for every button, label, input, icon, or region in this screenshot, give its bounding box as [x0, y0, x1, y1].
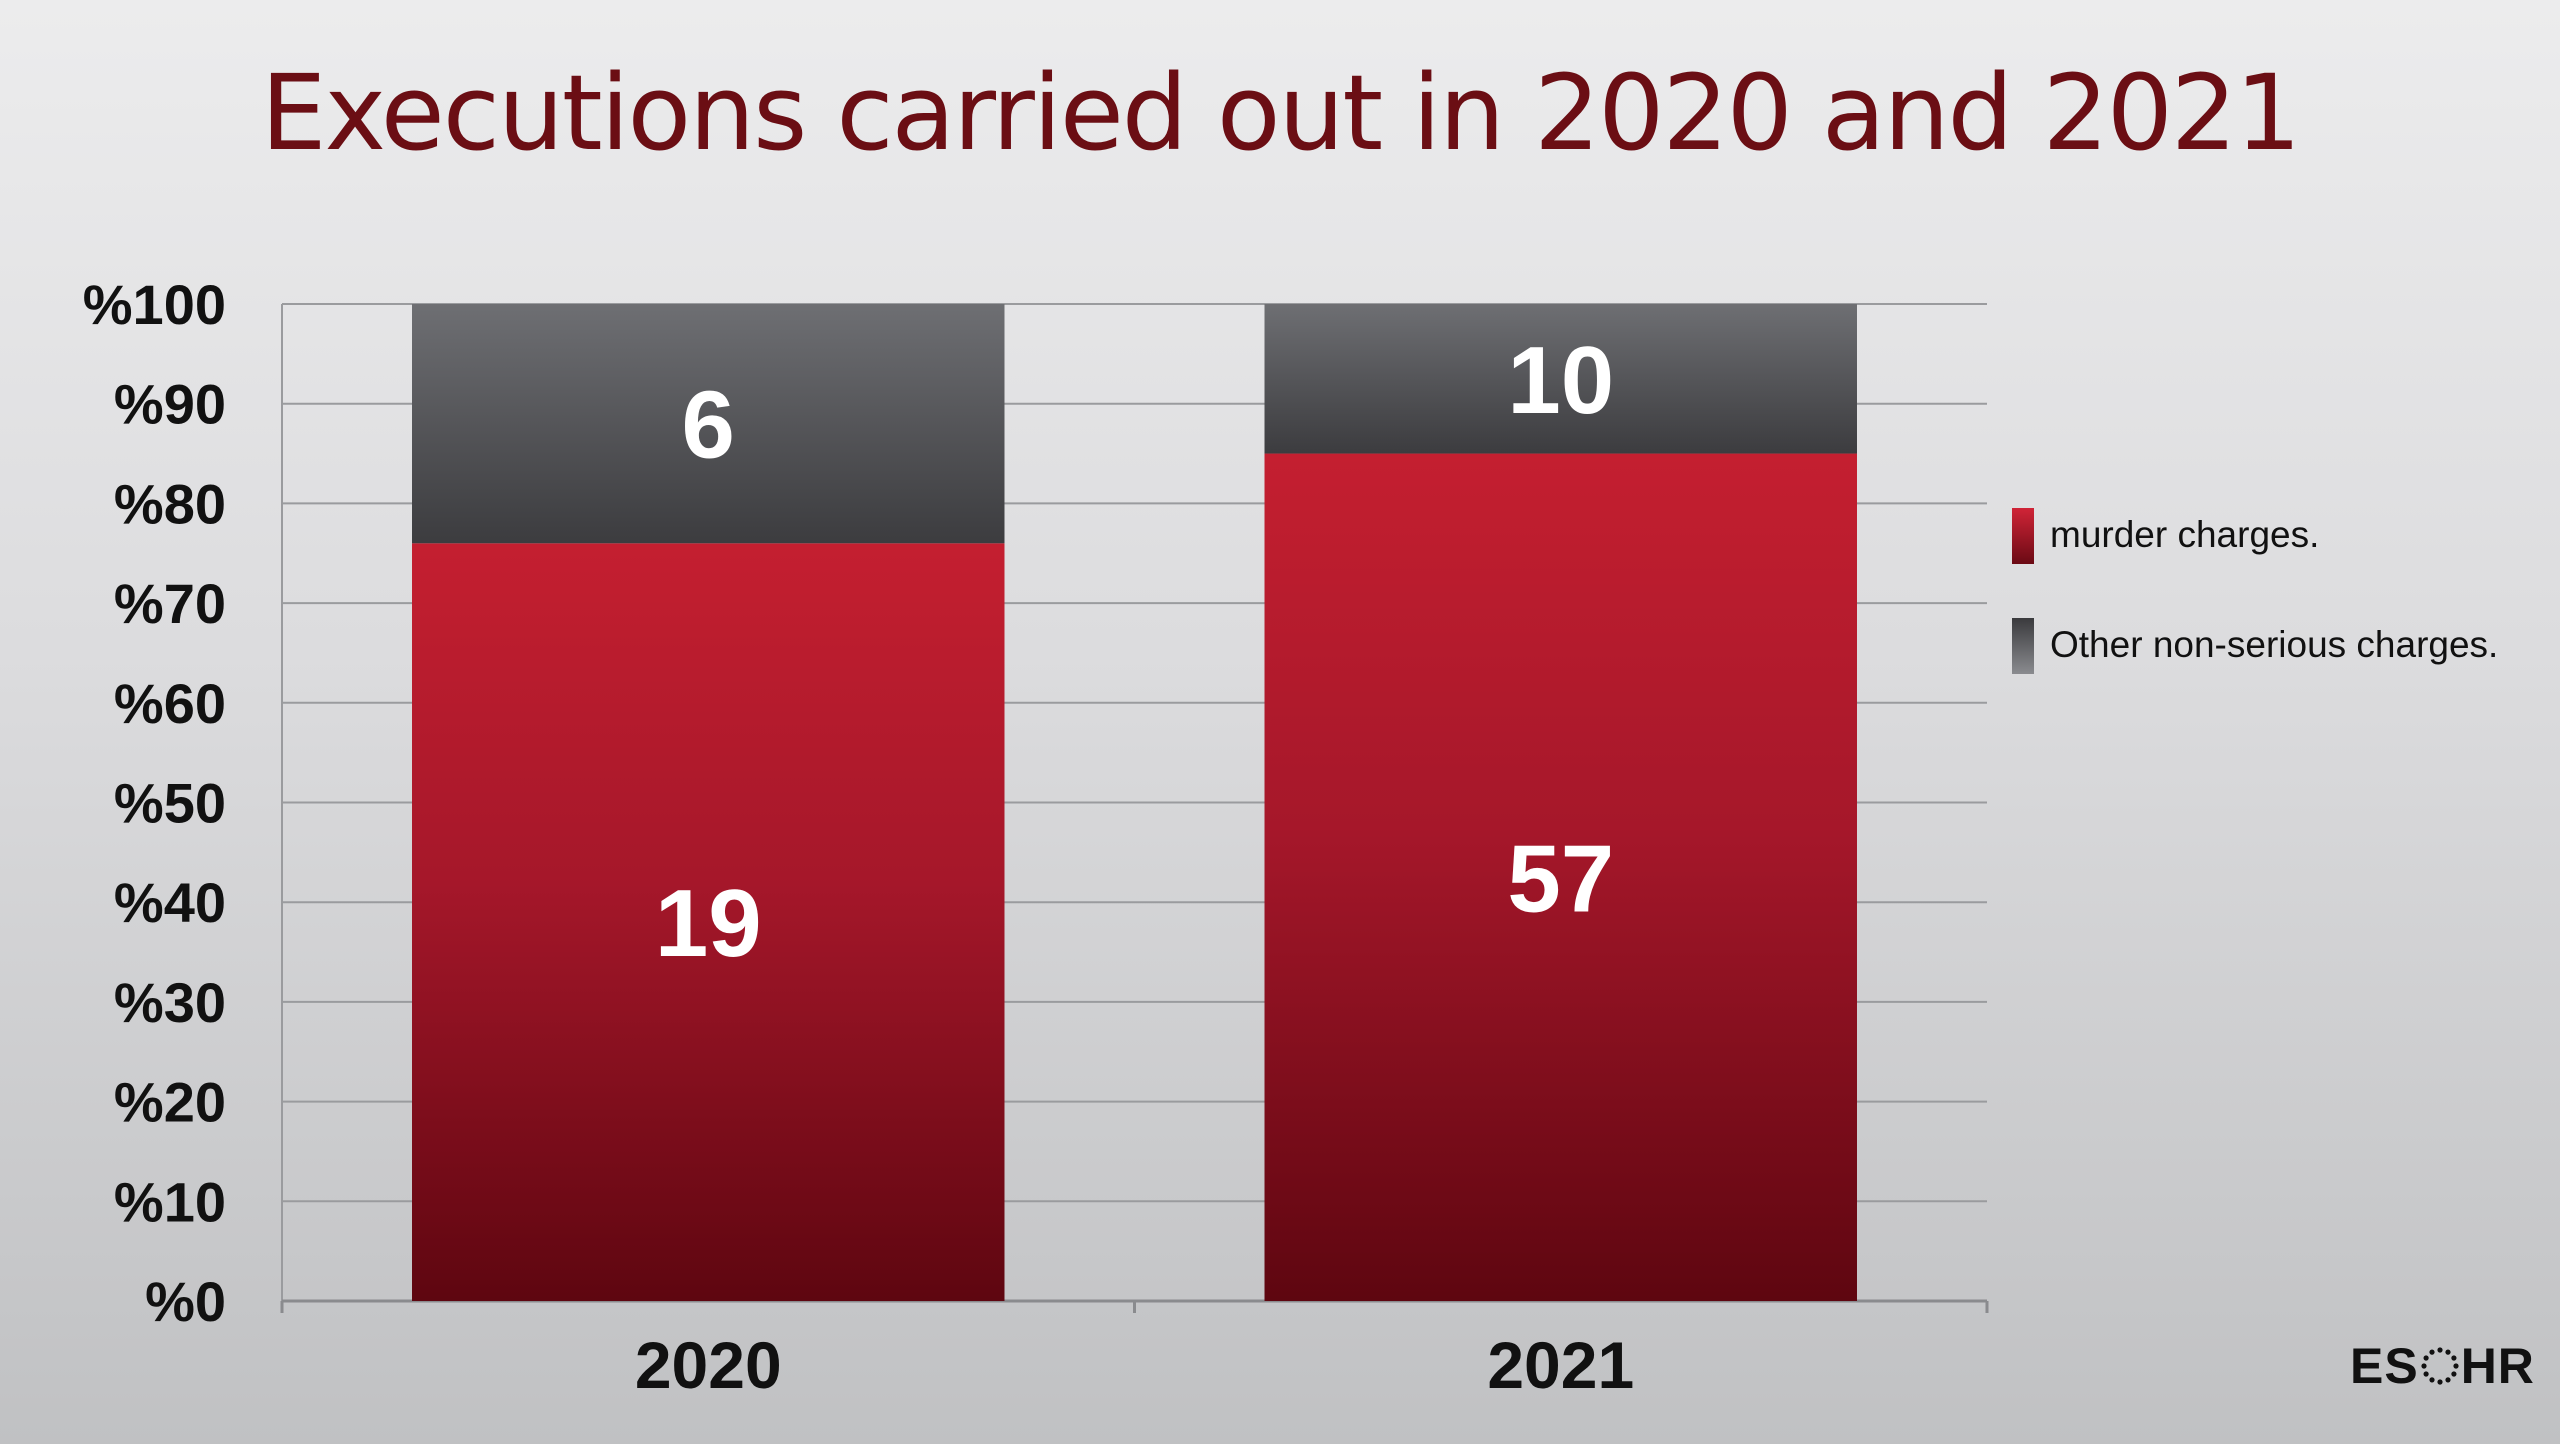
data-label: 57 — [1507, 825, 1614, 932]
bar-segment — [412, 543, 1005, 1301]
y-tick-label: %20 — [114, 1071, 226, 1134]
legend-swatch-gray — [2012, 618, 2034, 674]
x-category-label: 2021 — [1487, 1328, 1634, 1402]
legend: murder charges. Other non-serious charge… — [2012, 505, 2552, 725]
chart-title: Executions carried out in 2020 and 2021 — [260, 52, 2302, 174]
logo-left-text: ES — [2350, 1338, 2419, 1394]
bar-segment — [1264, 304, 1857, 454]
legend-label: Other non-serious charges. — [2050, 624, 2499, 665]
y-tick-label: %70 — [114, 572, 226, 635]
y-tick-label: %50 — [114, 772, 226, 835]
legend-item-other: Other non-serious charges. — [2012, 615, 2552, 675]
logo-right-text: HR — [2460, 1338, 2535, 1394]
data-label: 19 — [655, 870, 762, 977]
bar-segment — [1264, 453, 1857, 1301]
y-tick-label: %40 — [114, 871, 226, 934]
legend-label: murder charges. — [2050, 514, 2320, 555]
data-label: 10 — [1507, 327, 1614, 434]
y-tick-label: %0 — [145, 1270, 226, 1333]
y-tick-label: %10 — [114, 1170, 226, 1233]
y-tick-label: %100 — [83, 273, 226, 336]
circle-stars-icon — [2421, 1347, 2459, 1385]
y-tick-label: %90 — [114, 373, 226, 436]
data-label: 6 — [682, 372, 735, 479]
y-tick-label: %60 — [114, 672, 226, 735]
bar-segment — [412, 304, 1005, 544]
legend-item-murder: murder charges. — [2012, 505, 2552, 565]
y-tick-label: %30 — [114, 971, 226, 1034]
x-category-label: 2020 — [635, 1328, 782, 1402]
y-tick-label: %80 — [114, 472, 226, 535]
eshr-logo: ES HR — [2350, 1338, 2535, 1394]
legend-swatch-red — [2012, 508, 2034, 564]
